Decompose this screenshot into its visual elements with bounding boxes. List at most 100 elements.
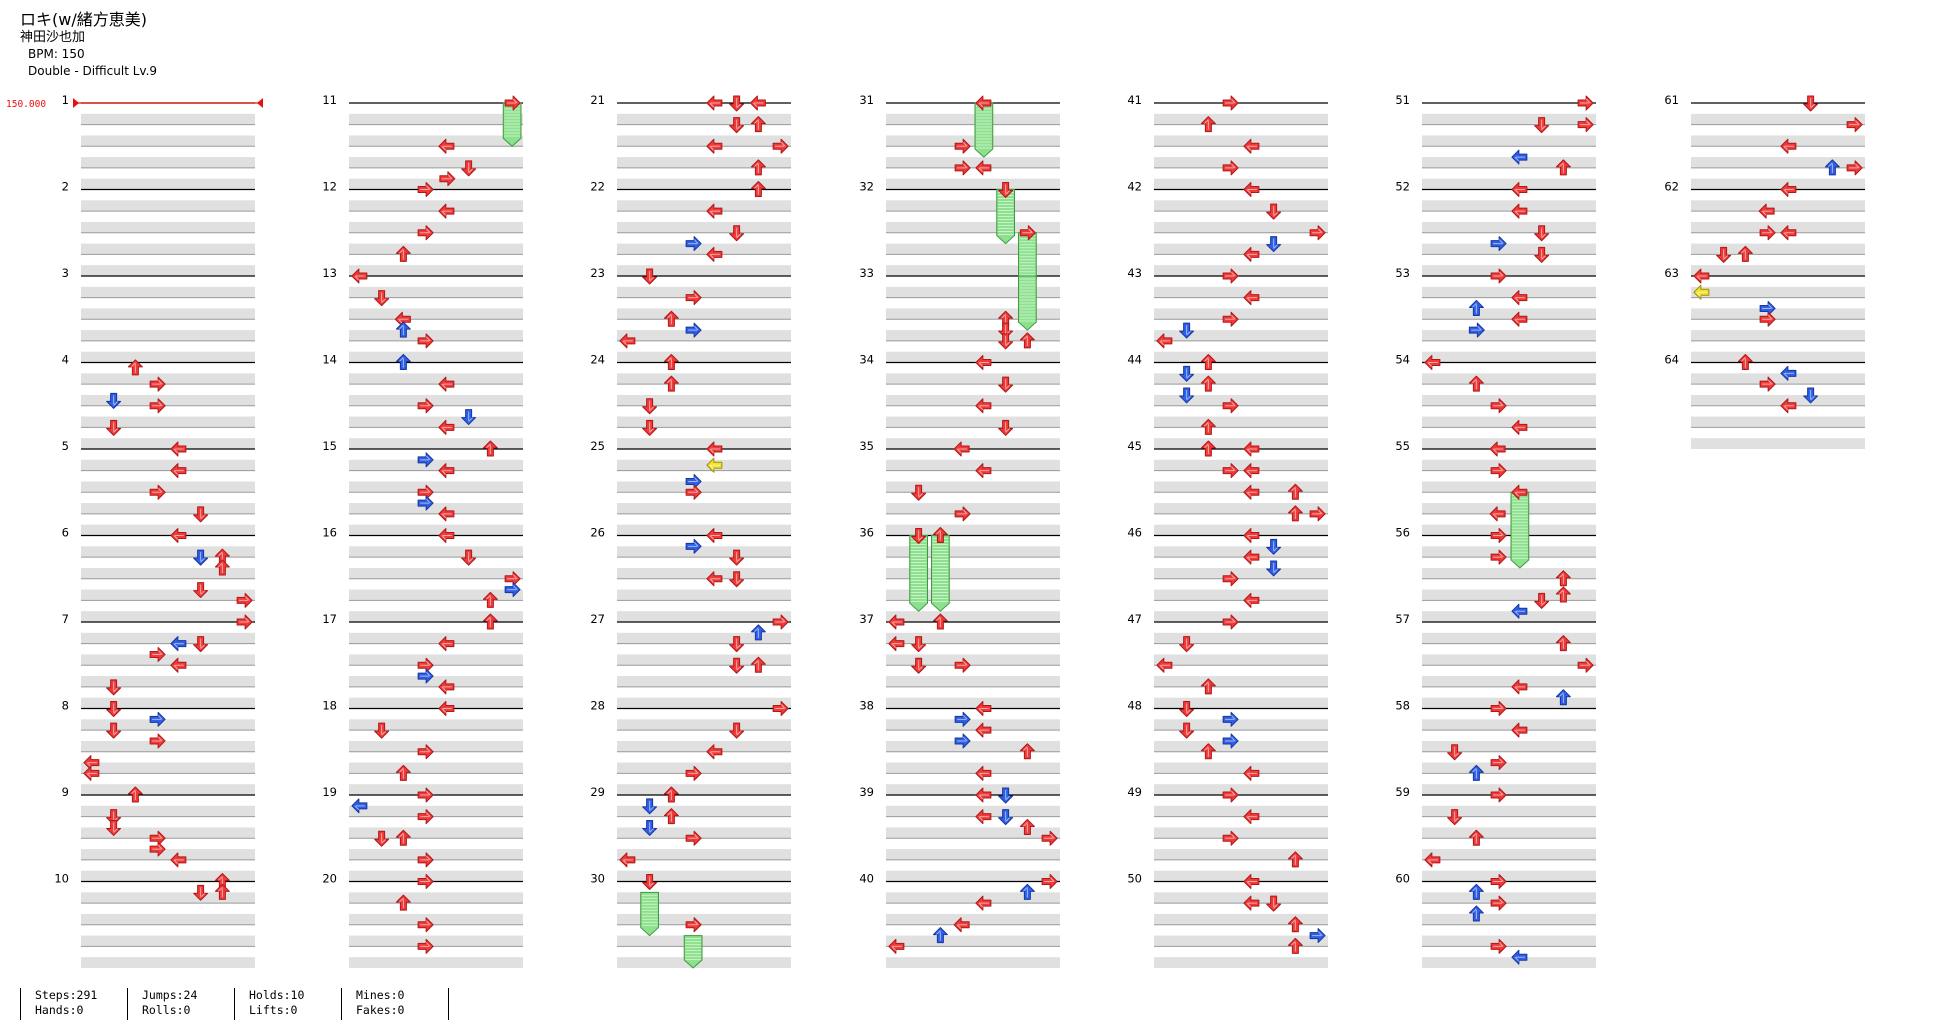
beat-row-shade [81, 221, 255, 233]
arrow-up-icon [1555, 586, 1571, 603]
measure-number: 54 [1395, 353, 1410, 367]
arrow-highlight [1246, 599, 1257, 605]
arrow-highlight [754, 659, 759, 671]
arrow-down-icon [642, 798, 658, 815]
measure-number: 37 [859, 612, 874, 626]
arrow-right-icon [1759, 311, 1776, 327]
stats-col-jumps: Jumps:24 Rolls:0 [127, 988, 234, 1020]
arrow-highlight [709, 210, 720, 216]
beat-row-shade [349, 394, 523, 406]
arrow-highlight [399, 249, 404, 260]
arrow-right-icon [1041, 874, 1058, 889]
arrow-up-icon [1019, 818, 1035, 835]
beat-row-shade [81, 740, 255, 752]
arrow-left-icon [975, 809, 992, 825]
hold-layer [502, 102, 1530, 969]
arrow-down-icon [911, 484, 927, 501]
arrow-right-icon [417, 398, 434, 414]
arrow-highlight [957, 736, 968, 742]
measure-number: 33 [859, 266, 874, 280]
arrow-highlight [1849, 163, 1860, 169]
measure-number: 5 [62, 439, 69, 453]
arrow-highlight [1828, 162, 1833, 173]
hold-note [909, 535, 928, 612]
measure-number: 43 [1127, 266, 1142, 280]
arrow-right-icon [149, 398, 166, 414]
measure-number: 41 [1127, 93, 1142, 107]
arrow-right-icon [954, 160, 971, 176]
arrow-highlight [1291, 508, 1296, 519]
note-layer [83, 95, 1863, 965]
arrow-highlight [1005, 811, 1010, 822]
beat-row-shade [1154, 740, 1328, 752]
arrow-highlight [1514, 297, 1525, 302]
arrow-right-icon [1846, 117, 1863, 133]
arrow-down-icon [1266, 895, 1282, 912]
arrow-up-icon [663, 310, 679, 327]
arrow-up-icon [1555, 570, 1571, 587]
arrow-highlight [1225, 466, 1236, 472]
beat-row-shade [1422, 113, 1596, 125]
beat-row-shade [617, 113, 791, 125]
beat-row-shade [1154, 870, 1328, 882]
arrow-highlight [1005, 184, 1010, 195]
beat-row-shade [1154, 243, 1328, 255]
beat-row-shade [617, 957, 791, 968]
arrow-down-icon [1534, 246, 1550, 263]
arrow-highlight [239, 617, 250, 623]
beat-row-shade [1154, 957, 1328, 968]
arrow-highlight [918, 660, 923, 671]
arrow-highlight [978, 794, 989, 800]
beat-row-shade [617, 503, 791, 514]
arrow-highlight [398, 318, 409, 324]
arrow-highlight [1741, 249, 1746, 260]
arrow-left-icon [953, 917, 970, 933]
beat-row-shade [1422, 373, 1596, 385]
beat-row-shade [886, 113, 1060, 125]
beat-row-shade [1691, 394, 1865, 406]
arrow-up-icon [395, 829, 411, 846]
arrow-highlight [918, 530, 923, 541]
arrow-highlight [1783, 145, 1794, 151]
arrow-highlight [1493, 942, 1504, 947]
arrow-highlight [441, 708, 452, 713]
measure-number: 18 [322, 699, 337, 713]
beat-row-shade [81, 200, 255, 212]
arrow-left-icon [438, 463, 455, 479]
arrow-left-icon [706, 441, 723, 457]
arrow-highlight [936, 530, 941, 541]
beat-row-shade [1154, 805, 1328, 817]
arrow-highlight [1427, 362, 1438, 367]
beat-row-shade [1154, 394, 1328, 406]
beat-row-shade [886, 892, 1060, 904]
song-header: ロキ(w/緒方恵美) 神田沙也加 BPM: 150 Double - Diffi… [20, 10, 157, 80]
beat-row-shade [81, 113, 255, 125]
measure-number: 55 [1395, 439, 1410, 453]
beat-row-shade [1154, 784, 1328, 795]
arrow-highlight [667, 789, 672, 800]
arrow-highlight [354, 805, 365, 811]
arrow-up-icon [1468, 829, 1484, 846]
arrow-left-icon [1511, 149, 1528, 165]
arrow-highlight [1273, 206, 1278, 217]
arrow-highlight [1291, 919, 1296, 930]
arrow-highlight [688, 239, 699, 245]
beat-row-shade [1154, 632, 1328, 644]
arrow-highlight [173, 664, 184, 670]
arrow-highlight [399, 768, 404, 779]
beat-row-shade [349, 740, 523, 752]
arrow-highlight [1580, 120, 1591, 126]
arrow-right-icon [1490, 398, 1507, 414]
beat-row-shade [617, 178, 791, 190]
arrow-highlight [736, 660, 741, 671]
arrow-highlight [1291, 941, 1296, 952]
arrow-highlight [688, 541, 699, 547]
beat-row-shade [1422, 567, 1596, 579]
beat-row-shade [1422, 913, 1596, 925]
beat-row-shade [1154, 892, 1328, 904]
beat-row-shade [1154, 719, 1328, 731]
beat-row-shade [617, 849, 791, 860]
measure-number: 27 [590, 612, 605, 626]
arrow-highlight [775, 141, 786, 147]
beat-row-shade [617, 740, 791, 752]
